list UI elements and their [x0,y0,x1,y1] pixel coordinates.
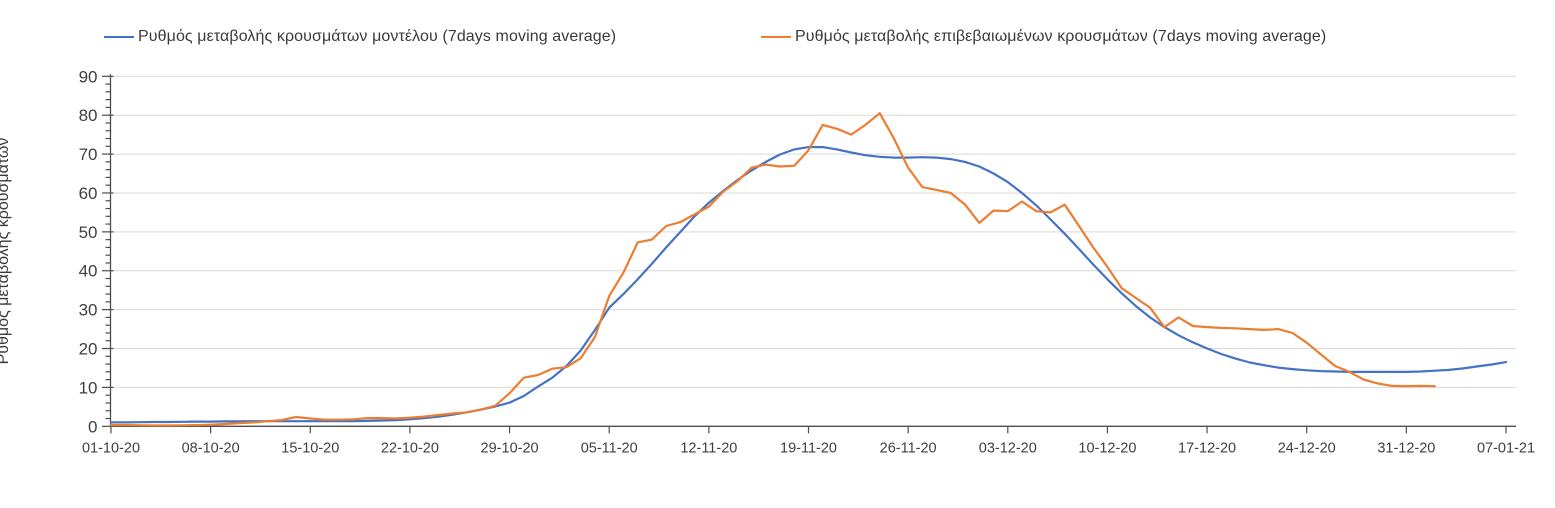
y-tick-label: 20 [79,339,98,358]
x-tick-label: 05-11-20 [581,440,638,456]
legend-line-swatch-model [104,36,134,38]
axis-ticks [102,75,1507,434]
x-tick-labels: 01-10-20 08-10-20 15-10-20 22-10-20 29-10-20… [82,440,1535,456]
x-tick-label: 08-10-20 [182,440,240,456]
y-tick-label: 40 [79,262,98,281]
x-tick-label: 19-11-20 [780,440,837,456]
x-tick-label: 29-10-20 [481,440,539,456]
series-line-model [109,146,1508,424]
x-tick-label: 22-10-20 [381,440,439,456]
x-tick-label: 26-11-20 [880,440,937,456]
x-tick-label: 01-10-20 [82,440,140,456]
chart-legend: Ρυθμός μεταβολής κρουσμάτων μοντέλου (7d… [0,0,1555,50]
x-tick-label: 07-01-21 [1477,440,1535,456]
y-tick-label: 90 [79,67,98,86]
legend-item-model: Ρυθμός μεταβολής κρουσμάτων μοντέλου (7d… [104,27,616,47]
legend-label-model: Ρυθμός μεταβολής κρουσμάτων μοντέλου (7d… [138,28,617,45]
x-tick-label: 31-12-20 [1377,440,1435,456]
x-tick-label: 12-11-20 [680,440,737,456]
legend-item-confirmed: Ρυθμός μεταβολής επιβεβαιωμένων κρουσμάτ… [761,27,1326,47]
legend-label-confirmed: Ρυθμός μεταβολής επιβεβαιωμένων κρουσμάτ… [795,28,1327,45]
y-tick-label: 30 [79,301,98,320]
y-tick-label: 60 [79,184,98,203]
legend-line-swatch-confirmed [761,36,791,38]
x-tick-label: 15-10-20 [281,440,339,456]
series-line-confirmed [109,112,1436,427]
gridlines [110,75,1516,388]
y-tick-label: 80 [79,106,98,125]
y-tick-label: 10 [79,378,98,397]
x-tick-label: 24-12-20 [1278,440,1336,456]
x-tick-label: 10-12-20 [1078,440,1136,456]
y-tick-labels: 0 10 20 30 40 50 60 70 80 90 [79,67,98,436]
x-tick-label: 03-12-20 [979,440,1037,456]
axes [109,74,1516,427]
x-tick-label: 17-12-20 [1178,440,1236,456]
y-tick-label: 0 [88,417,97,436]
y-tick-label: 70 [79,145,98,164]
y-tick-label: 50 [79,223,98,242]
